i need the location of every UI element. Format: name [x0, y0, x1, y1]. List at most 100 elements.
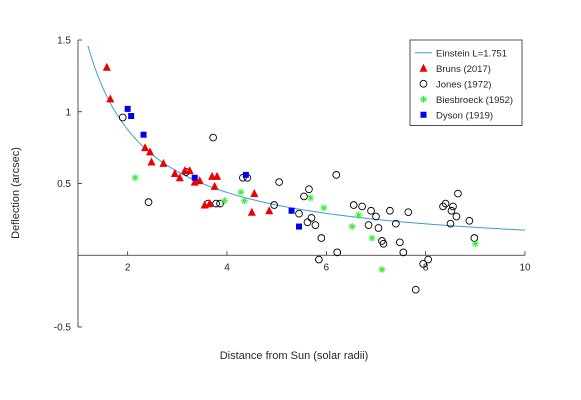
- biesbroeck-1952-point-0-d2: [132, 174, 138, 181]
- biesbroeck-1952-point-2: [237, 188, 245, 196]
- x-tick-label-4: 4: [224, 262, 230, 273]
- jones-1972-point-19: [332, 171, 341, 179]
- jones-1972-point-33: [404, 208, 413, 217]
- bruns-2017-point-17: [247, 207, 256, 216]
- jones-1972-point-40: [447, 206, 456, 215]
- jones-1972-point-21: [349, 201, 358, 209]
- bruns-2017-point-7: [175, 173, 184, 182]
- bruns-2017-point-6: [170, 168, 179, 177]
- dyson-1919-point-2: [140, 131, 147, 138]
- jones-1972-point-4: [209, 133, 217, 142]
- jones-1972-point-5: [212, 199, 220, 208]
- y-tick-label-2: 1: [65, 107, 71, 118]
- biesbroeck-1952-point-4: [306, 194, 314, 202]
- jones-1972-point-12: [300, 192, 308, 201]
- jones-1972-point-30: [392, 219, 400, 228]
- jones-1972-point-45: [470, 234, 479, 242]
- jones-1972-point-44: [465, 216, 474, 225]
- jones-1972-point-17: [315, 255, 323, 264]
- biesbroeck-1952-point-7-d2: [355, 212, 362, 218]
- einstein-curve-layer: [87, 45, 526, 231]
- legend-swatch-jones-1972: [419, 79, 428, 88]
- jones-1972-point-22: [358, 202, 366, 211]
- biesbroeck-1952-point-7: [355, 211, 363, 219]
- dyson-1919-point-0: [124, 105, 131, 112]
- jones-1972-point-11: [295, 209, 303, 218]
- legend-swatch-biesbroeck-1952: [420, 95, 427, 103]
- jones-1972-point-43: [454, 189, 462, 198]
- biesbroeck-1952-point-10: [471, 240, 479, 248]
- jones-1972-point-0: [118, 113, 127, 122]
- bruns-2017-point-3: [146, 147, 155, 156]
- bruns-2017-point-13: [205, 199, 214, 208]
- x-tick-label-2: 2: [125, 262, 131, 273]
- x-tick-label-8: 8: [423, 262, 429, 273]
- dyson-1919-point-6: [296, 223, 303, 230]
- legend-swatch-bruns-2017: [419, 63, 428, 72]
- bruns-2017-point-18: [250, 189, 259, 198]
- biesbroeck-1952-point-3: [240, 197, 248, 205]
- legend-label-einstein: Einstein L=1.751: [436, 48, 507, 59]
- biesbroeck-1952-point-5-d2: [320, 205, 327, 211]
- biesbroeck-1952-point-8: [368, 234, 376, 242]
- x-tick-label-10: 10: [519, 262, 531, 273]
- jones-1972-point-18: [317, 234, 326, 242]
- legend-label-dyson-1919: Dyson (1919): [436, 110, 493, 121]
- biesbroeck-1952-point-0: [131, 174, 139, 182]
- jones-1972-point-34: [411, 285, 420, 294]
- jones-1972-point-36: [424, 255, 433, 264]
- jones-1972-point-9: [270, 201, 279, 209]
- jones-1972-point-24: [367, 206, 375, 215]
- legend-swatch-dyson-1919: [420, 111, 427, 118]
- biesbroeck-1952-point-6: [348, 223, 356, 231]
- dyson-1919-point-5: [288, 207, 295, 214]
- biesbroeck-1952-point-2-d2: [238, 189, 244, 195]
- bruns-2017-point-5: [159, 158, 168, 167]
- dyson-1919-point-1: [128, 113, 135, 120]
- jones-1972-point-13: [303, 218, 312, 227]
- jones-1972-point-15: [307, 214, 316, 222]
- jones-1972-point-6: [216, 199, 224, 208]
- legend-label-bruns-2017: Bruns (2017): [436, 64, 491, 75]
- bruns-2017-point-19: [265, 206, 274, 215]
- legend-swatch-biesbroeck-1952-d2: [420, 96, 427, 103]
- bruns-2017-point-9: [185, 166, 194, 175]
- jones-1972-point-26: [374, 224, 383, 232]
- einstein-curve: [87, 45, 526, 231]
- x-axis-label: Distance from Sun (solar radii): [220, 350, 369, 362]
- jones-1972-point-28: [379, 239, 388, 248]
- legend-label-jones-1972: Jones (1972): [436, 79, 491, 90]
- jones-1972-point-39: [446, 219, 455, 228]
- y-tick-label-0: -0.5: [54, 323, 72, 334]
- biesbroeck-1952-point-1: [221, 197, 229, 205]
- biesbroeck-1952-point-8-d2: [369, 235, 375, 241]
- biesbroeck-1952-point-9: [378, 266, 386, 274]
- bruns-2017-point-2: [141, 143, 150, 152]
- jones-1972-point-1: [144, 198, 153, 207]
- axes: 2 4 6 8 10 -0.5 0.5 1 1.5: [54, 36, 531, 334]
- jones-1972-point-35: [419, 260, 428, 268]
- jones-1972-point-10: [275, 178, 284, 186]
- data-points-layer: [102, 62, 479, 294]
- bruns-2017-point-15: [210, 181, 219, 190]
- jones-1972-point-16: [311, 221, 320, 229]
- jones-1972-point-42: [452, 212, 461, 221]
- jones-1972-point-20: [333, 248, 342, 257]
- biesbroeck-1952-point-5: [320, 204, 328, 212]
- biesbroeck-1952-point-6-d2: [349, 223, 356, 230]
- bruns-2017-point-1: [106, 94, 115, 103]
- legend-box: [409, 39, 523, 126]
- jones-1972-point-31: [395, 238, 404, 247]
- jones-1972-point-29: [386, 206, 394, 215]
- jones-1972-point-38: [441, 199, 450, 208]
- biesbroeck-1952-point-10-d2: [472, 240, 479, 247]
- legend-label-biesbroeck-1952: Biesbroeck (1952): [436, 95, 513, 106]
- jones-1972-point-41: [449, 202, 457, 211]
- y-axis-label: Deflection (arcsec): [10, 147, 22, 239]
- jones-1972-point-23: [364, 221, 373, 229]
- y-tick-label-3: 1.5: [57, 36, 71, 47]
- bruns-2017-point-16: [213, 171, 222, 180]
- bruns-2017-point-4: [147, 157, 156, 166]
- biesbroeck-1952-point-4-d2: [307, 194, 314, 201]
